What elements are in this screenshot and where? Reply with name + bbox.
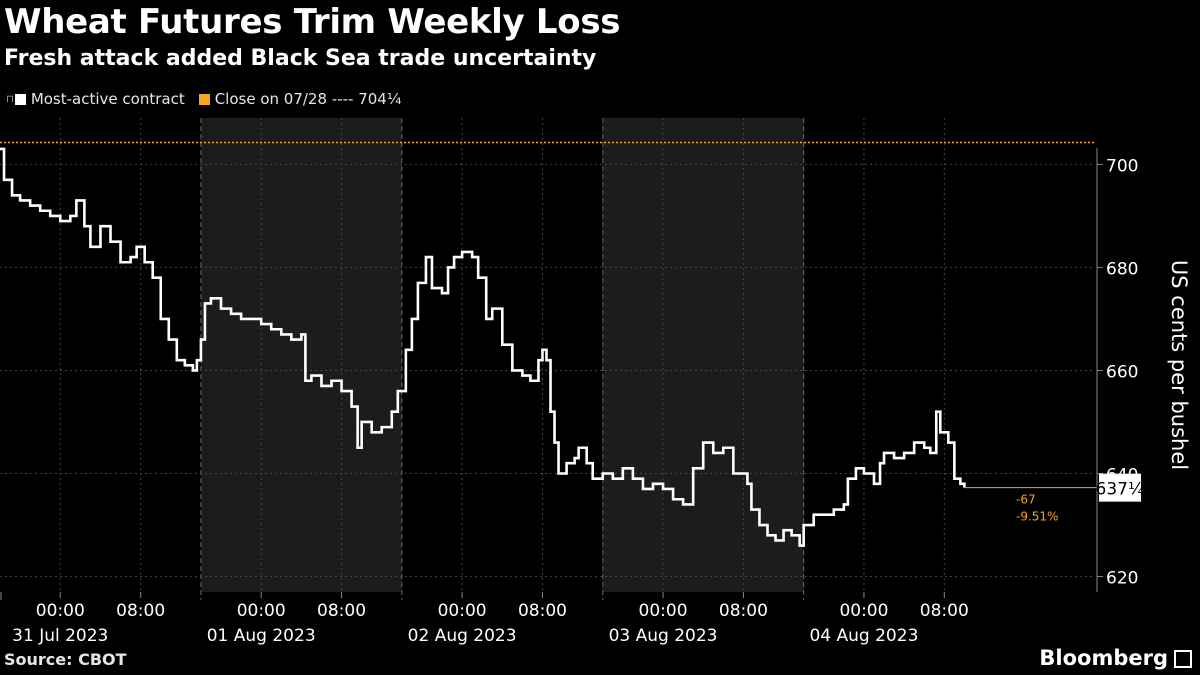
chart-title: Wheat Futures Trim Weekly Loss — [4, 2, 621, 42]
x-tick-date-label: 03 Aug 2023 — [609, 626, 718, 646]
x-tick-time-label: 08:00 — [518, 601, 567, 621]
y-tick-label: 680 — [1106, 259, 1138, 279]
y-axis-title: US cents per bushel — [1167, 260, 1191, 470]
last-value-box — [1099, 473, 1141, 502]
x-tick-time-label: 00:00 — [438, 601, 487, 621]
x-tick-date-label: 02 Aug 2023 — [408, 626, 517, 646]
shaded-day-band — [602, 118, 804, 592]
legend-item-reference: Close on 07/28 ---- 704¹⁄₄ — [198, 90, 402, 108]
x-tick-time-label: 00:00 — [237, 601, 286, 621]
legend-series-label: Most-active contract — [30, 90, 185, 108]
legend-item-series: ⊓ Most-active contract — [6, 90, 185, 108]
x-tick-time-label: 08:00 — [116, 601, 165, 621]
terminal-icon — [1174, 650, 1192, 668]
change-absolute-label: -67 — [1016, 493, 1036, 507]
legend-swatch-white — [14, 93, 26, 105]
shaded-day-band — [200, 118, 402, 592]
x-tick-time-label: 08:00 — [317, 601, 366, 621]
x-tick-date-label: 01 Aug 2023 — [207, 626, 316, 646]
x-tick-time-label: 08:00 — [719, 601, 768, 621]
last-value-label: 637¹⁄₄ — [1096, 480, 1145, 500]
x-tick-time-label: 00:00 — [639, 601, 688, 621]
y-tick-label: 660 — [1106, 362, 1138, 382]
x-tick-date-label: 31 Jul 2023 — [12, 626, 108, 646]
x-tick-time-label: 00:00 — [36, 601, 85, 621]
x-tick-time-label: 00:00 — [839, 601, 888, 621]
bloomberg-logo: Bloomberg — [1039, 646, 1168, 670]
source-note: Source: CBOT — [4, 650, 127, 669]
line-marker-icon: ⊓ — [6, 93, 14, 105]
y-tick-label: 700 — [1106, 156, 1138, 176]
chart-subtitle: Fresh attack added Black Sea trade uncer… — [4, 46, 597, 71]
legend-swatch-orange — [198, 93, 210, 105]
legend: ⊓ Most-active contract Close on 07/28 --… — [6, 90, 415, 108]
legend-reference-label: Close on 07/28 ---- 704¹⁄₄ — [214, 90, 402, 108]
x-tick-time-label: 08:00 — [920, 601, 969, 621]
y-tick-label: 620 — [1106, 569, 1138, 589]
series-line-most-active — [0, 147, 966, 547]
change-percent-label: -9.51% — [1016, 510, 1058, 524]
x-tick-date-label: 04 Aug 2023 — [809, 626, 918, 646]
